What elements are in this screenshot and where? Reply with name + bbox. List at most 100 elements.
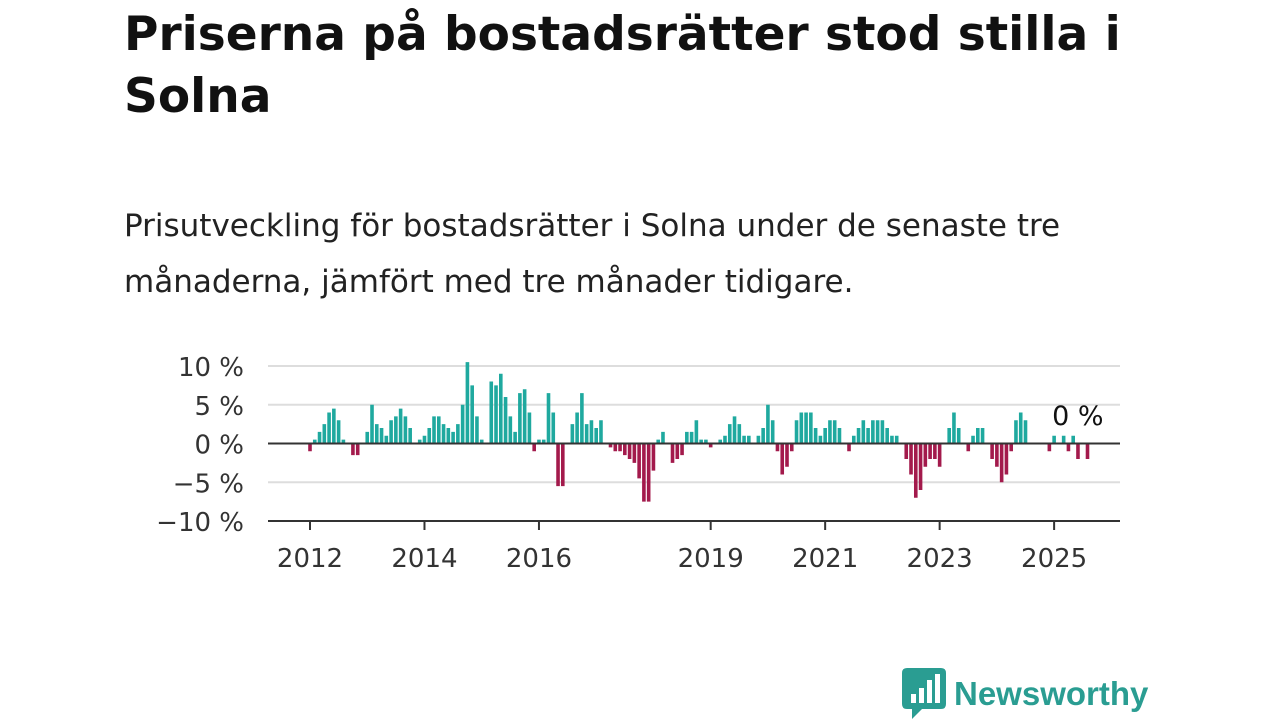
bar: [417, 439, 422, 444]
latest-value-label: 0 %: [1052, 401, 1103, 432]
bar: [432, 416, 436, 444]
bar: [890, 435, 894, 444]
bar: [909, 443, 913, 475]
bar: [322, 424, 327, 444]
bar: [866, 428, 870, 444]
bar: [875, 420, 880, 444]
bar: [460, 404, 465, 444]
bar-chart: 10 % 5 % 0 % −5 % −10 % 2012 2014 2016 2019 2021…: [156, 353, 1120, 574]
bar: [613, 443, 618, 452]
bar: [370, 404, 374, 444]
newsworthy-brand[interactable]: Newsworthy: [902, 668, 1148, 720]
x-tick-label: 2014: [391, 544, 457, 574]
bar: [818, 435, 823, 444]
y-tick-label: 10 %: [178, 353, 244, 383]
bar: [828, 420, 832, 444]
bar: [832, 420, 837, 444]
bar: [1004, 443, 1009, 475]
bar: [312, 439, 317, 444]
bar: [374, 424, 379, 444]
bar: [618, 443, 622, 452]
bar: [904, 443, 909, 459]
bar: [1085, 443, 1090, 459]
bar: [651, 443, 656, 471]
bar: [1018, 412, 1023, 444]
bar: [389, 420, 393, 444]
bar: [966, 443, 971, 452]
y-tick-label: −5 %: [173, 469, 244, 499]
bar: [704, 439, 708, 444]
bar: [355, 443, 360, 456]
bar: [1071, 435, 1075, 444]
bar: [580, 393, 584, 444]
bar: [737, 424, 742, 444]
bar: [441, 424, 446, 444]
bar: [513, 431, 517, 444]
y-tick-label: 5 %: [194, 392, 244, 422]
bar: [851, 435, 856, 444]
bar: [518, 393, 522, 444]
bar: [789, 443, 794, 452]
bar: [422, 435, 427, 444]
bar: [937, 443, 942, 467]
bar: [952, 412, 956, 444]
bar: [489, 381, 494, 444]
bar: [699, 439, 703, 444]
bar: [680, 443, 684, 456]
x-axis-tick-labels: 2012 2014 2016 2019 2021 2023 2025: [277, 521, 1087, 574]
bar: [742, 435, 746, 444]
bar: [308, 443, 312, 452]
bar: [708, 443, 713, 448]
bar: [871, 420, 875, 444]
bar: [1023, 420, 1028, 444]
bar: [823, 428, 827, 444]
bar: [551, 412, 556, 444]
bar: [1009, 443, 1013, 452]
y-axis-tick-labels: 10 % 5 % 0 % −5 % −10 %: [156, 353, 244, 538]
bar: [761, 428, 765, 444]
bar: [451, 431, 455, 444]
bar: [956, 428, 961, 444]
bar: [589, 420, 594, 444]
bar: [608, 443, 613, 448]
bar: [1052, 435, 1056, 444]
bar: [1061, 435, 1066, 444]
y-tick-label: −10 %: [156, 508, 244, 538]
brand-name: Newsworthy: [954, 675, 1149, 712]
bar: [398, 408, 403, 444]
bar: [623, 443, 627, 456]
bar: [847, 443, 851, 452]
x-tick-label: 2012: [277, 544, 343, 574]
newsworthy-logo-icon: [902, 668, 946, 719]
grid-lines: [268, 365, 1120, 484]
bar: [584, 424, 589, 444]
bar: [642, 443, 646, 502]
bar: [880, 420, 885, 444]
bar: [918, 443, 923, 490]
bar: [971, 435, 975, 444]
bar: [837, 428, 842, 444]
bar: [570, 424, 575, 444]
bar: [675, 443, 680, 459]
bar: [594, 428, 598, 444]
bar: [532, 443, 536, 452]
bar: [341, 439, 346, 444]
bar: [499, 373, 503, 444]
bar: [475, 416, 479, 444]
bar: [923, 443, 928, 467]
bar: [980, 428, 985, 444]
bar: [1076, 443, 1080, 459]
y-tick-label: 0 %: [194, 431, 244, 461]
bar: [537, 439, 541, 444]
bar: [522, 389, 527, 444]
bar: [995, 443, 999, 467]
x-tick-label: 2021: [792, 544, 858, 574]
x-tick-label: 2019: [678, 544, 744, 574]
bar: [627, 443, 632, 459]
bar: [727, 424, 732, 444]
bar: [470, 385, 474, 444]
chart-title: Priserna på bostadsrätter stod stilla i …: [124, 7, 1121, 124]
bar: [747, 435, 751, 444]
annotations: 0 %: [1052, 401, 1103, 432]
bar: [809, 412, 813, 444]
